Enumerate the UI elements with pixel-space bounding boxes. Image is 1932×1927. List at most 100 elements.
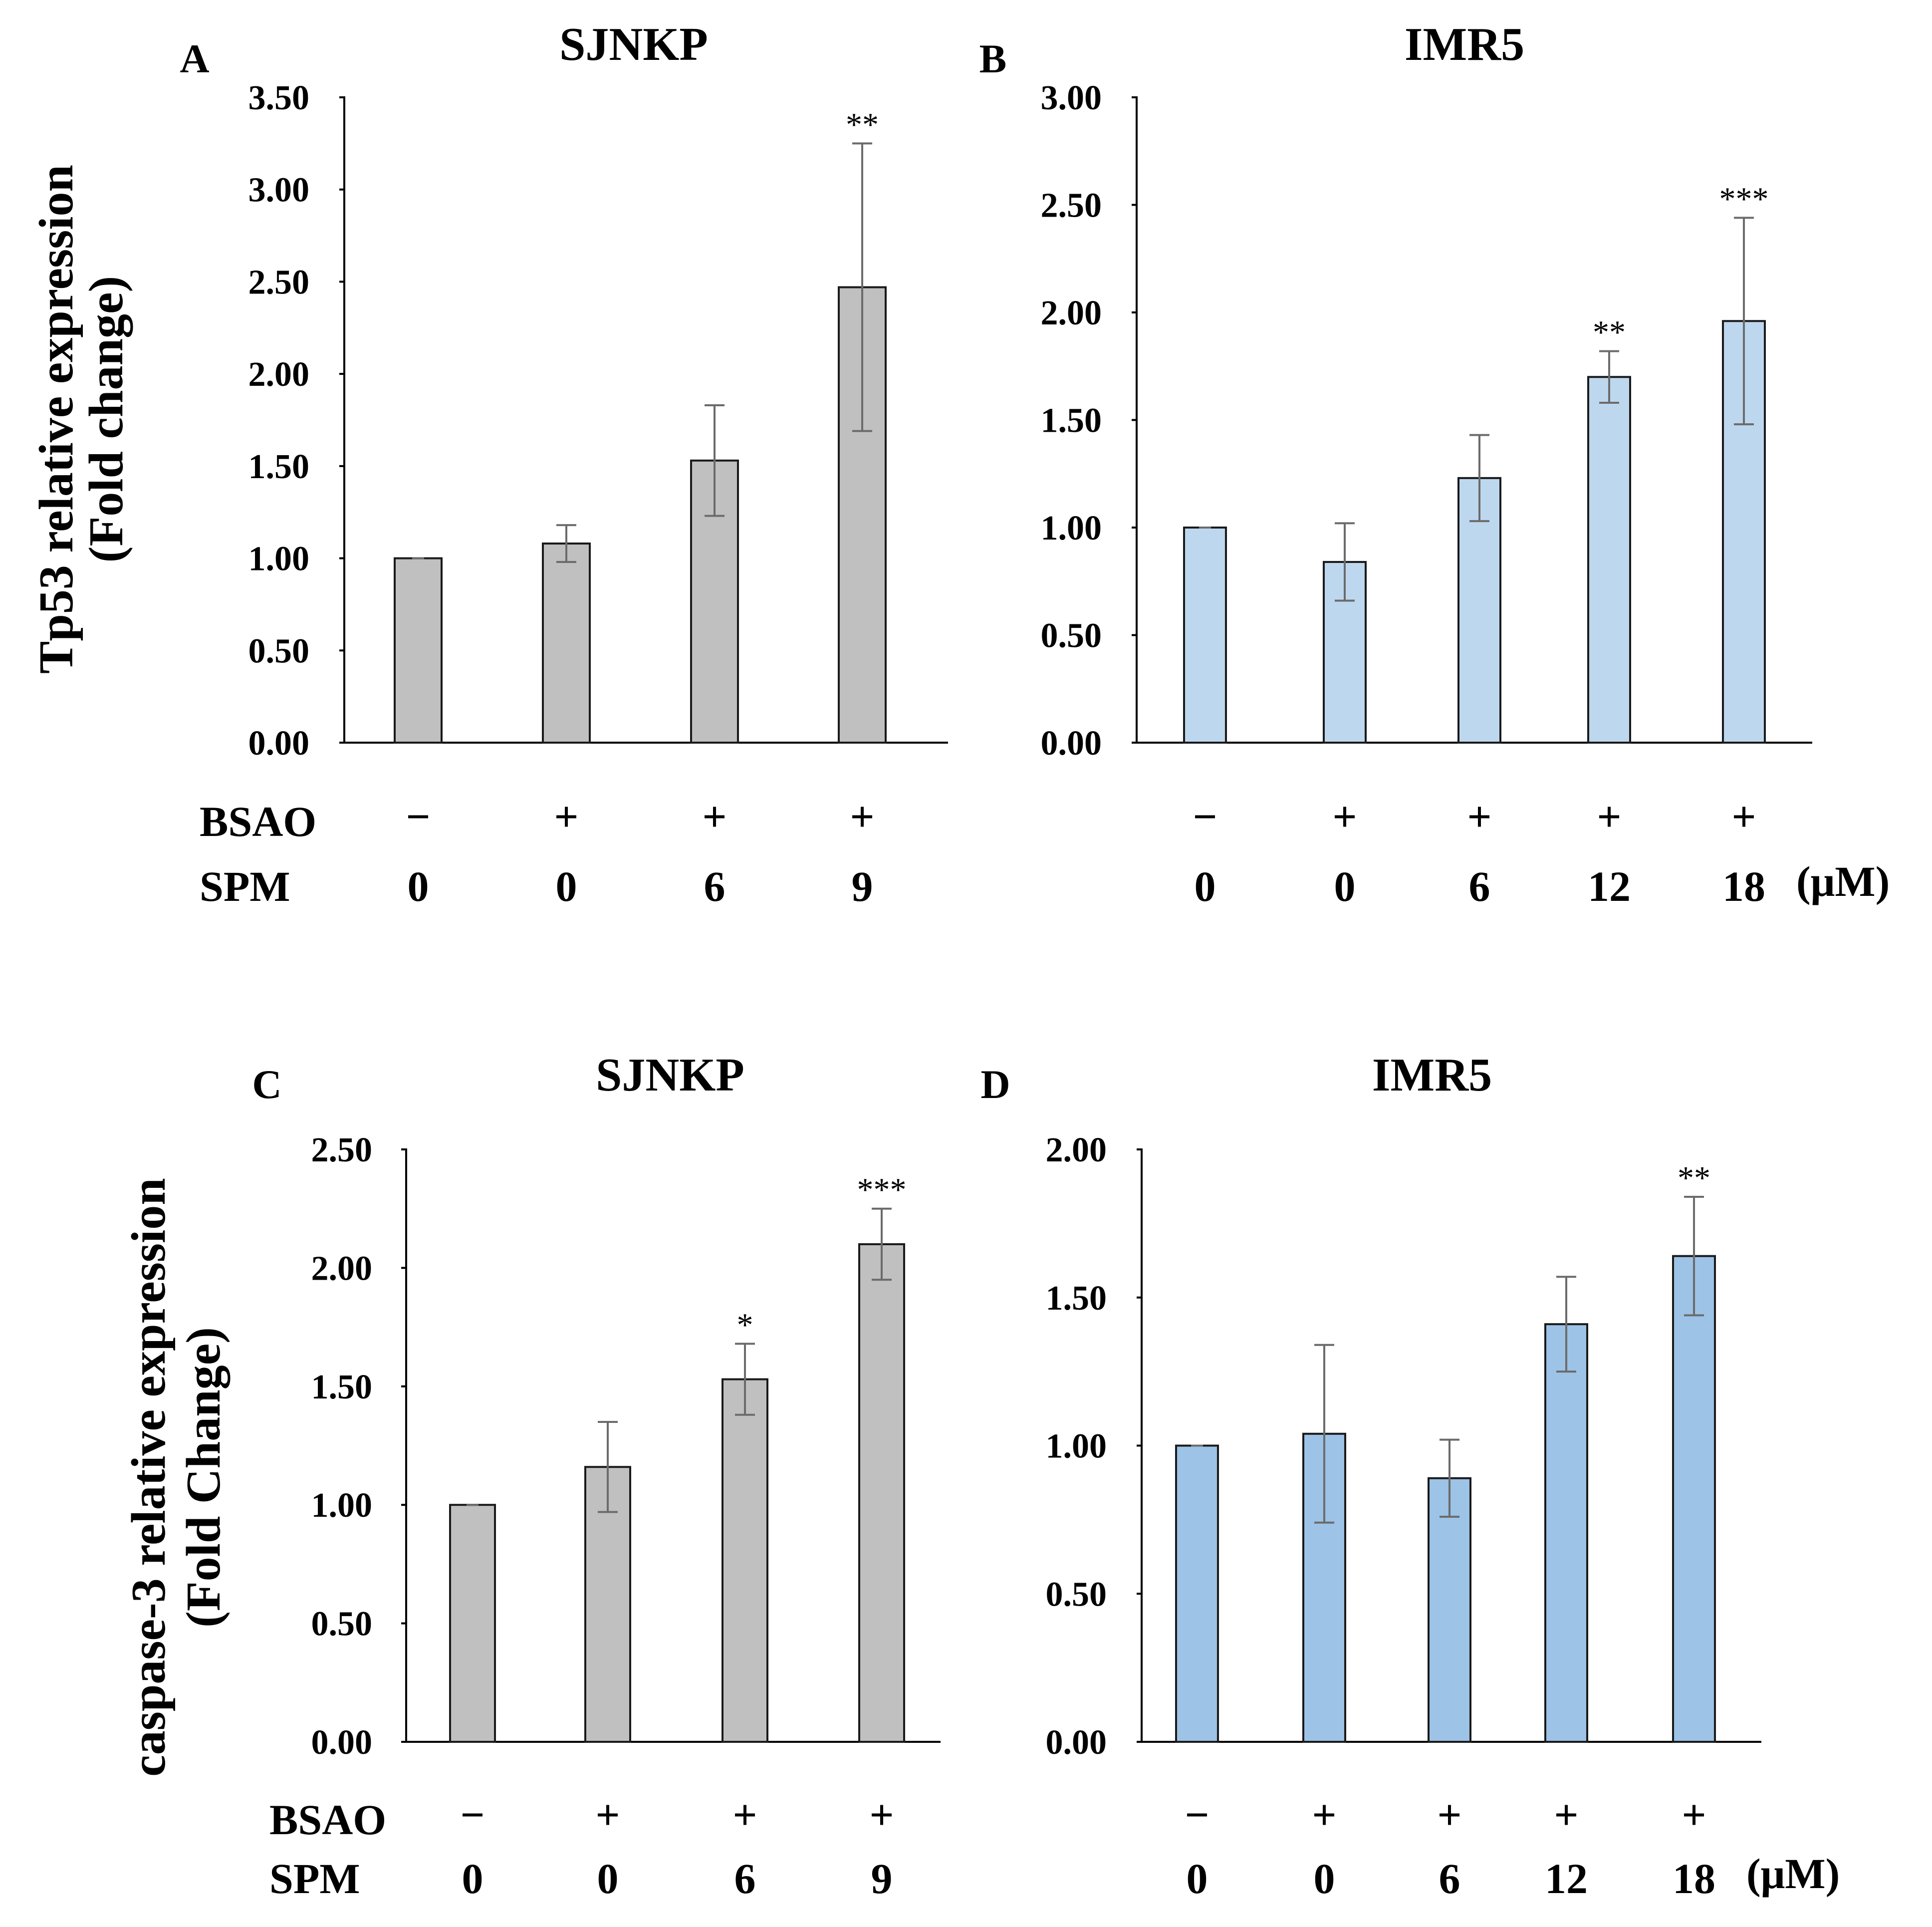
bsao-sign: + <box>732 1791 757 1839</box>
bar <box>449 1504 496 1743</box>
bar <box>838 286 887 744</box>
significance-mark: ** <box>1678 1160 1710 1196</box>
y-tick-label: 0.50 <box>1041 617 1102 655</box>
spm-dose: 12 <box>1588 862 1631 910</box>
spm-dose: 6 <box>734 1855 756 1903</box>
bsao-sign: + <box>869 1791 894 1839</box>
y-tick-label: 1.00 <box>1041 509 1102 548</box>
bar <box>690 459 739 744</box>
chart-title: IMR5 <box>1372 1049 1492 1101</box>
spm-dose: 0 <box>597 1855 619 1903</box>
bsao-sign: − <box>1193 793 1217 840</box>
bsao-sign: + <box>554 793 578 840</box>
significance-mark: *** <box>1719 181 1769 217</box>
y-tick-label: 2.50 <box>311 1131 373 1169</box>
bar <box>542 543 591 744</box>
row-label-bsao: BSAO <box>200 798 316 845</box>
bar <box>1672 1255 1716 1743</box>
bsao-sign: + <box>850 793 874 840</box>
y-axis-label-line-2: (Fold Change) <box>177 1327 231 1628</box>
y-tick-label: 0.50 <box>248 632 310 670</box>
spm-dose: 9 <box>852 862 873 910</box>
y-tick-label: 1.00 <box>248 540 310 578</box>
bsao-sign: + <box>1467 793 1491 840</box>
panel-letter: C <box>252 1062 281 1107</box>
panel-letter: D <box>980 1062 1010 1107</box>
spm-dose: 0 <box>408 862 429 910</box>
bsao-sign: + <box>1682 1791 1706 1839</box>
spm-dose: 0 <box>1195 862 1216 910</box>
bar <box>1544 1323 1588 1743</box>
bar <box>1457 477 1501 744</box>
significance-mark: * <box>737 1307 753 1343</box>
y-tick-label: 0.50 <box>311 1605 373 1644</box>
spm-dose: 0 <box>1334 862 1356 910</box>
bar <box>1428 1477 1471 1743</box>
y-tick-label: 1.50 <box>248 448 310 486</box>
y-tick-label: 1.50 <box>1041 402 1102 440</box>
y-tick-label: 2.50 <box>1041 187 1102 225</box>
bar <box>1175 1444 1219 1743</box>
y-tick-label: 0.00 <box>248 724 310 763</box>
unit-label: (μM) <box>1746 1850 1840 1898</box>
y-tick-label: 2.50 <box>248 263 310 301</box>
chart-panel-d: D IMR5 0.00 0.50 1.00 1.50 2.00 − 0 +0 +6 +12 ** +18 (… <box>980 1049 1840 1903</box>
y-tick-label: 0.00 <box>1046 1723 1107 1762</box>
y-axis-label: caspase-3 relative expression <box>122 1178 176 1776</box>
bsao-sign: + <box>702 793 726 840</box>
significance-mark: *** <box>857 1172 907 1208</box>
bar <box>394 557 443 744</box>
unit-label: (μM) <box>1796 857 1890 905</box>
y-axis-label-line-2: (Fold change) <box>79 276 133 562</box>
spm-dose: 0 <box>556 862 577 910</box>
row-label-bsao: BSAO <box>269 1796 386 1844</box>
spm-dose: 6 <box>1469 862 1490 910</box>
bar <box>1587 376 1631 744</box>
bar <box>858 1243 905 1743</box>
bsao-sign: − <box>1185 1791 1209 1839</box>
y-tick-label: 0.00 <box>311 1723 373 1762</box>
panel-letter: A <box>180 36 209 81</box>
y-tick-label: 1.50 <box>1046 1279 1107 1318</box>
bsao-sign: + <box>595 1791 620 1839</box>
spm-dose: 6 <box>704 862 725 910</box>
y-tick-label: 3.50 <box>248 79 310 117</box>
significance-mark: ** <box>846 106 879 143</box>
bar <box>722 1378 768 1743</box>
bar <box>1183 527 1227 744</box>
y-tick-label: 1.50 <box>311 1368 373 1406</box>
bsao-sign: + <box>1332 793 1357 840</box>
y-tick-label: 3.00 <box>248 171 310 210</box>
panel-letter: B <box>979 36 1007 81</box>
bsao-sign: + <box>1554 1791 1578 1839</box>
chart-panel-a: A SJNKP Tp53 relative expression(Fold chan… <box>29 18 948 910</box>
y-tick-label: 2.00 <box>1041 294 1102 332</box>
chart-title: IMR5 <box>1405 18 1524 70</box>
bsao-sign: + <box>1437 1791 1461 1839</box>
y-tick-label: 3.00 <box>1041 79 1102 117</box>
spm-dose: 6 <box>1439 1855 1460 1903</box>
chart-title: SJNKP <box>596 1049 744 1101</box>
bsao-sign: − <box>406 793 430 840</box>
bsao-sign: + <box>1731 793 1756 840</box>
spm-dose: 0 <box>1187 1855 1208 1903</box>
spm-dose: 0 <box>462 1855 483 1903</box>
row-label-spm: SPM <box>269 1855 360 1903</box>
chart-panel-b: B IMR5 0.00 0.50 1.00 1.50 2.00 2.50 3.00 − 0 +0 +6 *… <box>979 18 1890 910</box>
spm-dose: 18 <box>1722 862 1765 910</box>
y-tick-label: 0.00 <box>1041 724 1102 763</box>
y-tick-label: 1.00 <box>311 1486 373 1525</box>
spm-dose: 0 <box>1314 1855 1335 1903</box>
chart-panel-c: C SJNKP caspase-3 relative expression (Fold… <box>122 1049 941 1903</box>
bsao-sign: + <box>1597 793 1621 840</box>
spm-dose: 12 <box>1545 1855 1588 1903</box>
row-label-spm: SPM <box>200 862 290 910</box>
bsao-sign: + <box>1312 1791 1336 1839</box>
y-tick-label: 2.00 <box>248 355 310 394</box>
y-tick-label: 2.00 <box>311 1249 373 1288</box>
spm-dose: 9 <box>871 1855 893 1903</box>
y-tick-label: 0.50 <box>1046 1575 1107 1614</box>
spm-dose: 18 <box>1673 1855 1715 1903</box>
y-tick-label: 1.00 <box>1046 1427 1107 1466</box>
